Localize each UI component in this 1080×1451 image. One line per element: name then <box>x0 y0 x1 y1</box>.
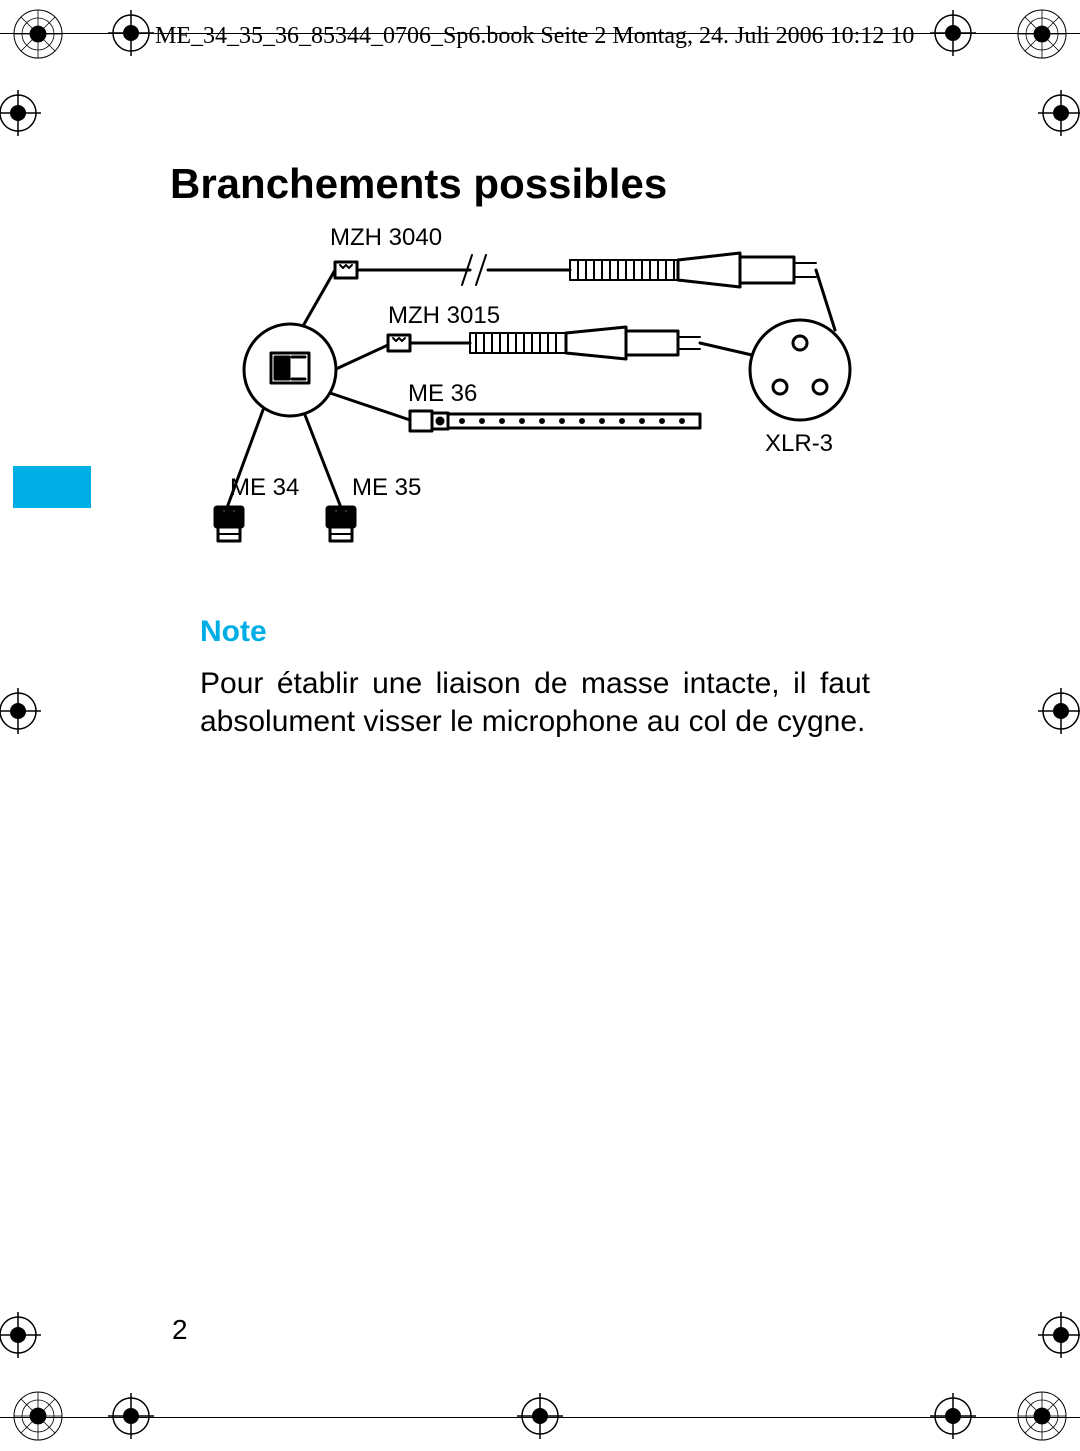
connection-diagram: MZH 3040 MZH 3015 ME 36 ME 34 ME 35 XLR-… <box>140 215 920 595</box>
note-label: Note <box>200 615 267 649</box>
registration-mark-icon <box>1038 688 1080 734</box>
section-heading: Branchements possibles <box>170 160 667 208</box>
note-body: Pour établir une liaison de masse intact… <box>200 665 870 740</box>
registration-mark-icon <box>108 1393 154 1439</box>
registration-mark-icon <box>12 8 64 60</box>
registration-mark-icon <box>1016 1390 1068 1442</box>
label-mzh3015: MZH 3015 <box>388 302 500 329</box>
label-me36: ME 36 <box>408 380 477 407</box>
registration-mark-icon <box>1038 1312 1080 1358</box>
label-me35: ME 35 <box>352 474 421 501</box>
registration-mark-icon <box>0 688 41 734</box>
registration-mark-icon <box>930 10 976 56</box>
registration-mark-icon <box>1016 8 1068 60</box>
bookfile-path: ME_34_35_36_85344_0706_Sp6.book Seite 2 … <box>155 23 914 50</box>
registration-mark-icon <box>517 1393 563 1439</box>
page-root: ME_34_35_36_85344_0706_Sp6.book Seite 2 … <box>0 0 1080 1451</box>
page-number: 2 <box>172 1314 188 1346</box>
label-xlr3: XLR-3 <box>765 430 833 457</box>
registration-mark-icon <box>12 1390 64 1442</box>
label-me34: ME 34 <box>230 474 299 501</box>
side-tab-marker <box>13 466 91 508</box>
registration-mark-icon <box>108 10 154 56</box>
registration-mark-icon <box>0 1312 41 1358</box>
registration-mark-icon <box>0 90 41 136</box>
registration-mark-icon <box>930 1393 976 1439</box>
registration-mark-icon <box>1038 90 1080 136</box>
label-mzh3040: MZH 3040 <box>330 224 442 251</box>
